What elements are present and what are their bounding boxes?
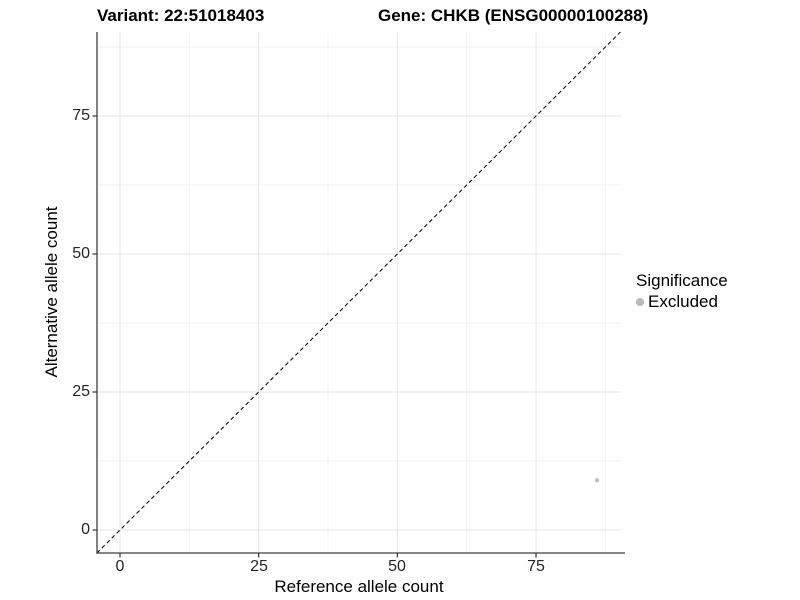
- legend-item-excluded: Excluded: [636, 292, 728, 312]
- data-point-excluded: [594, 478, 600, 483]
- excluded-point-icon: [636, 298, 644, 306]
- x-axis-title: Reference allele count: [274, 577, 444, 596]
- variant-title: Variant: 22:51018403: [97, 6, 265, 25]
- x-tick-label-25: 25: [250, 558, 268, 575]
- y-tick-label-25: 25: [72, 383, 90, 400]
- identity-line: [96, 31, 621, 554]
- x-tick-label-50: 50: [388, 558, 406, 575]
- y-tick-label-50: 50: [72, 245, 90, 262]
- y-axis-title: Alternative allele count: [42, 206, 61, 378]
- legend-title: Significance: [636, 271, 728, 290]
- gene-title: Gene: CHKB (ENSG00000100288): [378, 6, 649, 25]
- legend: Significance Excluded: [636, 270, 728, 312]
- legend-item-label: Excluded: [648, 292, 718, 311]
- x-tick-label-75: 75: [527, 558, 545, 575]
- x-tick-label-0: 0: [115, 558, 125, 575]
- y-tick-label-75: 75: [72, 107, 90, 124]
- y-tick-label-0: 0: [81, 521, 90, 538]
